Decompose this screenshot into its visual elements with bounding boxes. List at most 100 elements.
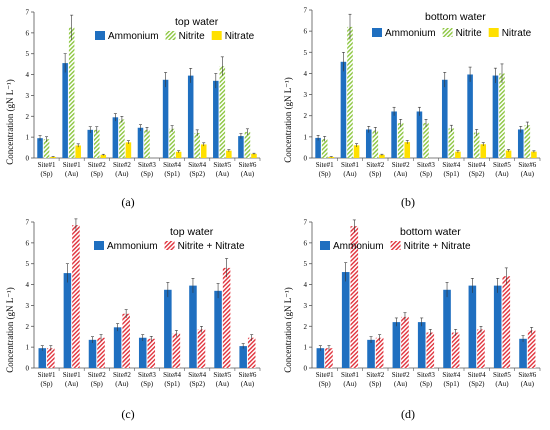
bar (423, 123, 429, 158)
legend-label: Nitrite + Nitrate (404, 241, 471, 252)
x-tick-label: Site#3 (138, 161, 156, 169)
x-tick-sublabel: (Au) (65, 380, 79, 388)
bar (480, 144, 487, 158)
legend-label: Ammonium (108, 31, 159, 42)
panel-b: Concentration (gN L⁻¹) bottom water (b) … (283, 7, 541, 209)
x-tick-sublabel: (Sp) (141, 170, 154, 178)
y-tick-label: 4 (26, 71, 30, 79)
y-tick-label: 0 (26, 365, 30, 373)
panel-b-plot: 01234567Site#1(Sp)Site#1(Au)Site#2(Sp)Si… (304, 7, 541, 178)
y-tick-label: 6 (26, 239, 30, 247)
x-tick-label: Site#6 (238, 371, 256, 379)
x-tick-label: Site#1 (316, 161, 334, 169)
x-tick-label: Site#5 (213, 161, 231, 169)
y-tick-label: 5 (304, 260, 308, 268)
x-tick-label: Site#3 (138, 371, 156, 379)
x-tick-sublabel: (Sp1) (164, 380, 180, 388)
bar (113, 327, 122, 368)
y-tick-label: 5 (26, 50, 30, 58)
y-tick-label: 1 (26, 134, 30, 142)
x-tick-label: Site#4 (442, 371, 460, 379)
x-tick-sublabel: (Sp) (319, 380, 332, 388)
legend-label: Ammonium (107, 241, 158, 252)
bar (477, 329, 485, 368)
bar (62, 63, 68, 158)
x-tick-sublabel: (Sp) (319, 170, 332, 178)
bar (379, 154, 385, 158)
y-tick-label: 5 (304, 49, 308, 57)
bar (169, 128, 175, 158)
panel-a-plot: 01234567Site#1(Sp)Site#1(Au)Site#2(Sp)Si… (26, 9, 261, 178)
bar (50, 156, 56, 158)
y-tick-label: 2 (304, 112, 308, 120)
bar (125, 142, 132, 158)
bar (144, 129, 150, 158)
bar (187, 75, 194, 158)
x-tick-sublabel: (Sp1) (444, 170, 460, 178)
y-tick-label: 7 (304, 7, 308, 15)
bar (137, 127, 144, 158)
bar (455, 151, 461, 158)
x-tick-sublabel: (Au) (115, 170, 129, 178)
bar (226, 150, 232, 158)
bar (247, 337, 256, 368)
x-tick-label: Site#2 (88, 161, 106, 169)
bar (222, 267, 231, 368)
bar (524, 125, 531, 158)
panel-b-ylabel: Concentration (gN L⁻¹) (283, 77, 293, 162)
x-tick-sublabel: (Sp) (420, 170, 433, 178)
panel-d-title: bottom water (400, 226, 461, 238)
bar (88, 339, 97, 368)
x-tick-label: Site#2 (113, 161, 131, 169)
bar (325, 348, 333, 368)
x-tick-sublabel: (Au) (521, 380, 535, 388)
x-tick-label: Site#3 (417, 161, 435, 169)
panel-a-title: top water (175, 16, 219, 28)
bar (87, 129, 94, 158)
x-tick-sublabel: (Sp) (91, 170, 104, 178)
bar (502, 276, 511, 368)
x-tick-label: Site#3 (417, 371, 435, 379)
x-tick-sublabel: (Sp2) (469, 380, 485, 388)
y-tick-label: 1 (26, 344, 30, 352)
bar (94, 129, 100, 158)
x-tick-label: Site#4 (163, 371, 181, 379)
legend-swatch (390, 241, 401, 250)
y-tick-label: 1 (304, 133, 308, 141)
y-tick-label: 0 (304, 155, 308, 163)
bar (417, 322, 426, 368)
x-tick-sublabel: (Au) (394, 170, 408, 178)
bar (468, 285, 477, 368)
panel-a-label: (a) (121, 195, 134, 209)
y-tick-label: 4 (304, 70, 308, 78)
panel-b-label: (b) (401, 195, 415, 209)
bar (505, 150, 512, 158)
bar (63, 273, 72, 368)
y-tick-label: 0 (26, 155, 30, 163)
bar (328, 156, 335, 158)
panel-c-ylabel: Concentration (gN L⁻¹) (5, 287, 15, 372)
x-tick-label: Site#5 (493, 161, 511, 169)
bar (37, 138, 43, 158)
x-tick-sublabel: (Sp2) (189, 170, 205, 178)
panel-d-ylabel: Concentration (gN L⁻¹) (283, 287, 293, 372)
bar (238, 136, 244, 158)
x-tick-label: Site#2 (88, 371, 106, 379)
x-tick-sublabel: (Sp) (91, 380, 104, 388)
bar (100, 154, 107, 158)
panel-c: Concentration (gN L⁻¹) top water (c) 0 1 2… (5, 219, 261, 421)
x-tick-label: Site#4 (188, 371, 206, 379)
bar (138, 337, 147, 368)
x-tick-label: Site#2 (392, 371, 410, 379)
bar (244, 131, 251, 158)
bar (375, 337, 384, 368)
bar (43, 139, 50, 158)
x-tick-sublabel: (Au) (495, 380, 509, 388)
bar (315, 137, 321, 158)
legend-swatch (211, 31, 222, 40)
y-tick-label: 5 (26, 260, 30, 268)
legend-label: Nitrite (456, 28, 483, 39)
panel-c-plot: 01234567Site#1(Sp)Site#1(Au)Site#2(Sp)Si… (26, 219, 261, 388)
y-tick-label: 3 (26, 302, 30, 310)
y-tick-label: 6 (304, 239, 308, 247)
